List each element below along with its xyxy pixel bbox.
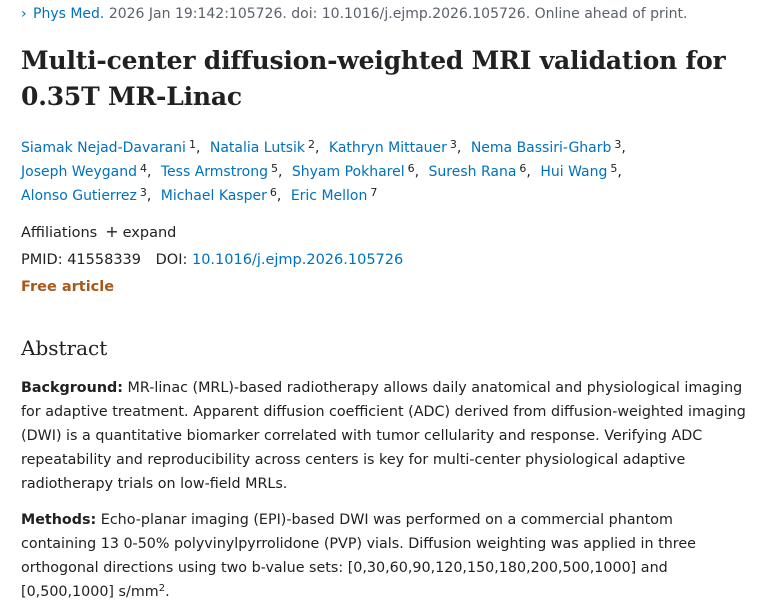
affiliation-ref[interactable]: 6 bbox=[519, 162, 527, 175]
affiliations-toggle[interactable]: Affiliations + expand bbox=[21, 220, 746, 245]
affiliation-ref[interactable]: 4 bbox=[139, 162, 147, 175]
affiliation-ref[interactable]: 5 bbox=[610, 162, 618, 175]
methods-text: Echo-planar imaging (EPI)-based DWI was … bbox=[21, 512, 696, 600]
abstract-background: Background: MR-linac (MRL)-based radioth… bbox=[21, 376, 746, 496]
affiliation-ref[interactable]: 3 bbox=[449, 138, 457, 151]
affiliation-ref[interactable]: 5 bbox=[270, 162, 278, 175]
authors-list: Siamak Nejad-Davarani 1, Natalia Lutsik 2,… bbox=[21, 138, 626, 204]
methods-label: Methods: bbox=[21, 512, 97, 528]
plus-icon: + bbox=[105, 222, 119, 241]
affiliation-ref[interactable]: 6 bbox=[407, 162, 415, 175]
author-link[interactable]: Shyam Pokharel bbox=[291, 164, 405, 180]
affiliation-ref[interactable]: 1 bbox=[188, 138, 196, 151]
author-link[interactable]: Natalia Lutsik bbox=[209, 140, 305, 156]
author-link[interactable]: Eric Mellon bbox=[290, 188, 368, 204]
author-link[interactable]: Nema Bassiri-Gharb bbox=[470, 140, 612, 156]
author-link[interactable]: Kathryn Mittauer bbox=[328, 140, 447, 156]
article-page: › Phys Med. 2026 Jan 19:142:105726. doi: … bbox=[21, 0, 746, 604]
author-link[interactable]: Michael Kasper bbox=[160, 188, 267, 204]
affiliations-label: Affiliations bbox=[21, 225, 98, 241]
author-link[interactable]: Suresh Rana bbox=[428, 164, 517, 180]
expand-label: expand bbox=[122, 225, 177, 241]
author-link[interactable]: Joseph Weygand bbox=[21, 164, 137, 180]
affiliation-ref[interactable]: 3 bbox=[139, 186, 147, 199]
background-label: Background: bbox=[21, 380, 123, 396]
affiliation-ref[interactable]: 6 bbox=[269, 186, 277, 199]
citation-details: 2026 Jan 19:142:105726. doi: 10.1016/j.e… bbox=[108, 6, 688, 22]
abstract-heading: Abstract bbox=[21, 336, 108, 360]
doi-label: DOI: bbox=[155, 252, 188, 268]
author-link[interactable]: Hui Wang bbox=[540, 164, 608, 180]
author-link[interactable]: Alonso Gutierrez bbox=[21, 188, 137, 204]
free-article-badge: Free article bbox=[21, 279, 115, 295]
identifiers: PMID: 41558339 DOI: 10.1016/j.ejmp.2026.… bbox=[21, 248, 746, 272]
abstract-methods: Methods: Echo-planar imaging (EPI)-based… bbox=[21, 508, 746, 604]
affiliation-ref[interactable]: 7 bbox=[370, 186, 378, 199]
methods-end: . bbox=[165, 584, 170, 600]
author-link[interactable]: Siamak Nejad-Davarani bbox=[21, 140, 186, 156]
pmid-value: 41558339 bbox=[67, 252, 142, 268]
affiliation-ref[interactable]: 2 bbox=[308, 138, 315, 151]
citation-line: › Phys Med. 2026 Jan 19:142:105726. doi: … bbox=[21, 4, 746, 24]
author-link[interactable]: Tess Armstrong bbox=[160, 164, 268, 180]
pmid-label: PMID: bbox=[21, 252, 63, 268]
journal-link[interactable]: Phys Med. bbox=[33, 6, 105, 22]
affiliation-ref[interactable]: 3 bbox=[614, 138, 622, 151]
chevron-right-icon[interactable]: › bbox=[21, 6, 27, 22]
background-text: MR-linac (MRL)-based radiotherapy allows… bbox=[21, 380, 746, 492]
doi-link[interactable]: 10.1016/j.ejmp.2026.105726 bbox=[191, 252, 404, 268]
article-title: Multi-center diffusion-weighted MRI vali… bbox=[21, 46, 726, 111]
